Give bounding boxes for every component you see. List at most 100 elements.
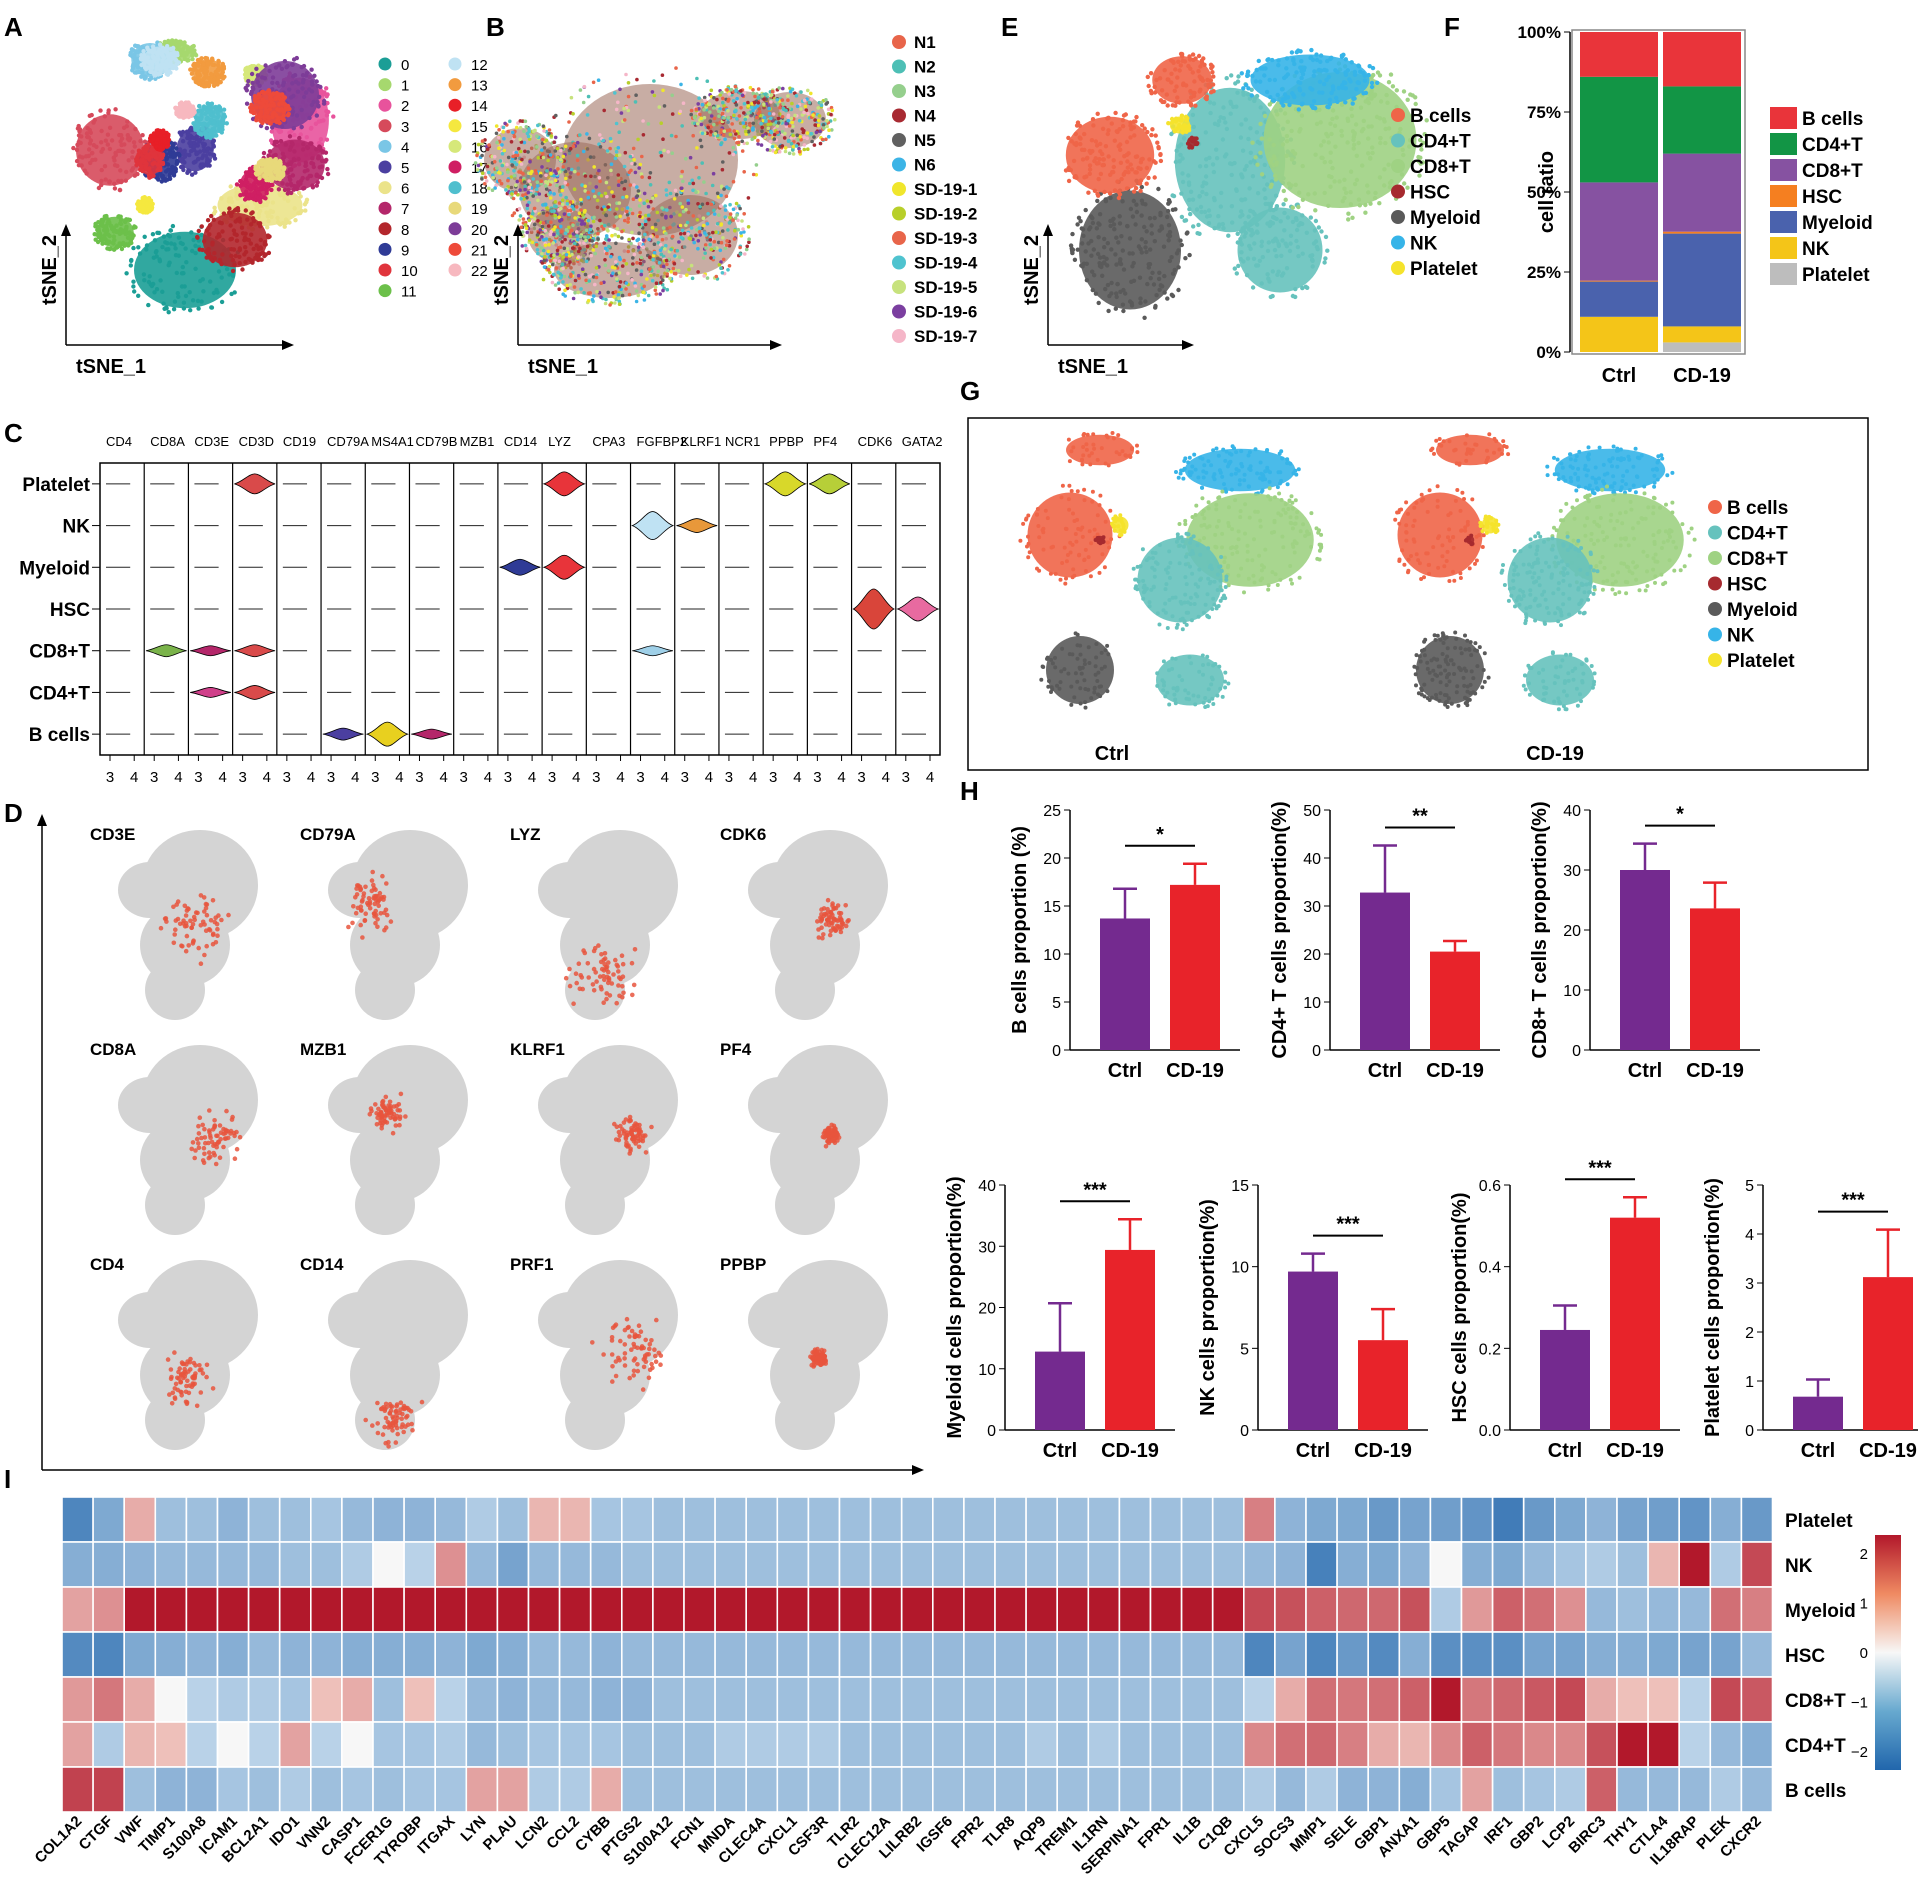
sample-cell <box>650 90 655 94</box>
cluster-13-dot <box>189 71 195 76</box>
sample-cell <box>568 260 572 264</box>
sample-cell <box>533 169 538 173</box>
sample-cell <box>701 256 706 260</box>
sample-cell <box>623 179 628 183</box>
cluster-6-dot <box>282 224 287 229</box>
cluster-3-dot <box>86 147 92 152</box>
sample-cell <box>786 115 790 119</box>
sample-cell <box>532 206 537 211</box>
cluster-6-dot <box>266 218 271 224</box>
cluster-11-dot <box>121 240 126 246</box>
sample-cell <box>608 136 613 141</box>
sample-cell <box>690 276 695 281</box>
sample-cell <box>556 167 560 171</box>
sample-cell <box>573 278 578 283</box>
cluster-3-dot <box>94 144 99 149</box>
sample-cell <box>638 241 642 246</box>
sample-cell <box>627 237 631 242</box>
cluster-21-dot <box>275 118 281 123</box>
cluster-3-dot <box>117 187 123 193</box>
sample-cell <box>706 125 710 130</box>
sample-cell <box>728 132 733 137</box>
sample-cell <box>712 212 717 216</box>
cluster-9-dot <box>163 177 169 182</box>
sample-cell <box>660 237 665 242</box>
cluster-12-dot <box>145 47 151 52</box>
cluster-0-dot <box>176 294 181 299</box>
sample-cell <box>667 180 672 185</box>
sample-cell <box>512 211 517 215</box>
sample-cell <box>605 149 610 153</box>
cluster-0-dot <box>154 249 159 254</box>
cluster-8-dot <box>234 232 239 238</box>
cluster-9-dot <box>171 171 177 177</box>
sample-cell <box>742 125 746 129</box>
cluster-20-dot <box>315 83 321 89</box>
sample-cell <box>793 113 797 118</box>
sample-cell <box>657 105 662 109</box>
sample-cell <box>592 165 596 169</box>
sample-cell <box>743 129 748 134</box>
sample-cell <box>668 276 672 281</box>
cluster-7-dot <box>286 187 291 193</box>
sample-cell <box>590 297 595 302</box>
sample-cell <box>820 137 825 142</box>
sample-cell <box>818 141 823 146</box>
sample-cell <box>694 190 698 194</box>
sample-cell <box>609 162 614 166</box>
cluster-2-dot <box>318 137 324 142</box>
panel-b-tsne-samples: tSNE_1tSNE_2N1N2N3N4N5N6SD-19-1SD-19-2SD… <box>473 33 978 378</box>
sample-cell <box>650 278 655 283</box>
sample-cell <box>797 149 802 154</box>
sample-cell <box>584 259 589 264</box>
cluster-0-dot <box>187 290 192 295</box>
cluster-5-dot <box>194 134 200 139</box>
sample-cell <box>553 213 558 218</box>
cluster-7-dot <box>298 181 303 186</box>
cluster-3-dot <box>80 155 85 160</box>
panel-a-tsne-clusters: tSNE_1tSNE_20123456789101112131415161718… <box>39 38 488 378</box>
sample-cell <box>550 180 554 184</box>
sample-cell <box>619 111 624 115</box>
sample-cell <box>755 115 759 120</box>
cluster-20-dot <box>310 82 315 87</box>
sample-cell <box>519 197 523 201</box>
sample-cell <box>586 235 591 239</box>
sample-cell <box>585 244 590 249</box>
sample-cell <box>812 143 817 147</box>
sample-cell <box>614 260 618 264</box>
cluster-0-dot <box>201 289 206 294</box>
legend-swatch-2 <box>378 98 392 112</box>
cluster-20-dot <box>317 94 322 100</box>
sample-cell <box>577 211 582 215</box>
sample-cell <box>738 252 743 256</box>
sample-cell <box>543 203 548 207</box>
sample-cell <box>780 144 785 148</box>
cluster-0-dot <box>180 264 185 270</box>
myeloid-cells-dot <box>1138 300 1143 306</box>
sample-cell <box>544 173 548 178</box>
sample-cell <box>624 194 629 199</box>
sample-cell <box>529 171 533 176</box>
sample-cell <box>577 218 582 222</box>
cluster-20-dot <box>301 94 307 100</box>
sample-cell <box>745 244 749 249</box>
sample-cell <box>777 149 782 154</box>
sample-cell <box>722 187 726 191</box>
sample-cell <box>641 119 645 123</box>
sample-cell <box>708 238 713 242</box>
cluster-8-dot <box>248 241 253 246</box>
sample-cell <box>548 191 553 195</box>
sample-cell <box>631 256 635 260</box>
cluster-20-dot <box>314 113 319 118</box>
cluster-3-dot <box>132 173 137 178</box>
cluster-0-dot <box>154 254 159 259</box>
sample-cell <box>543 184 548 188</box>
cluster-12-dot <box>171 45 176 51</box>
sample-cell <box>813 123 817 127</box>
sample-cell <box>556 270 560 275</box>
sample-cell <box>657 260 662 265</box>
sample-cell <box>620 236 624 240</box>
sample-cell <box>541 221 546 225</box>
sample-cell <box>702 108 706 112</box>
